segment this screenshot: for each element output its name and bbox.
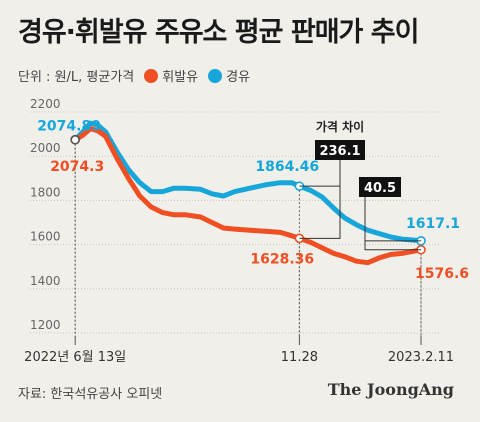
x-tick-label: 2023.2.11 [388, 350, 454, 365]
gap-box [359, 177, 401, 197]
y-axis: 1200 1400 1600 1800 2000 2200 [30, 97, 61, 332]
y-tick-label: 1800 [30, 185, 61, 199]
gap-annotations: 가격 차이 236.1 40.5 [299, 119, 421, 251]
y-tick-label: 2200 [30, 97, 61, 111]
legend-swatch-diesel [208, 68, 223, 83]
value-label: 1628.36 [250, 251, 314, 267]
legend-swatch-gasoline [144, 68, 159, 83]
y-tick-label: 1200 [30, 318, 61, 332]
gap-header: 가격 차이 [316, 119, 364, 134]
series-lines [72, 120, 424, 266]
value-label: 1576.6 [415, 266, 469, 282]
gap-bracket [299, 160, 341, 239]
y-tick-label: 1600 [30, 230, 61, 244]
unit-label: 단위 : 원/L, 평균가격 [18, 70, 135, 85]
source-note: 자료: 한국석유공사 오피넷 [18, 387, 163, 402]
gap-value: 40.5 [364, 181, 396, 196]
value-label: 2074.89 [37, 119, 101, 135]
legend-label-diesel: 경유 [226, 70, 251, 85]
x-tick-label: 2022년 6월 13일 [24, 350, 126, 365]
publisher-logo: The JoongAng [327, 380, 454, 399]
value-label: 1617.1 [406, 216, 460, 232]
y-tick-label: 1400 [30, 274, 61, 288]
gap-value: 236.1 [319, 144, 360, 159]
grid-lines [30, 111, 440, 334]
diesel-line [72, 120, 424, 244]
x-tick-label: 11.28 [281, 350, 318, 365]
chart-title: 경유·휘발유 주유소 평균 판매가 추이 [18, 17, 419, 48]
x-axis: 2022년 6월 13일 11.28 2023.2.11 [24, 336, 454, 365]
gap-guides [74, 139, 422, 337]
legend-label-gasoline: 휘발유 [162, 70, 199, 85]
y-tick-label: 2000 [30, 141, 61, 155]
value-label: 1864.46 [255, 159, 319, 175]
chart-subtitle: 단위 : 원/L, 평균가격 휘발유 경유 [18, 66, 250, 85]
value-labels: 2074.89 2074.3 1864.46 1628.36 1617.1 1576.6 [37, 119, 469, 282]
gasoline-line [72, 126, 424, 266]
data-point-marker [70, 134, 80, 145]
gap-box [315, 140, 365, 160]
value-label: 2074.3 [50, 159, 104, 175]
gap-bracket [364, 197, 421, 251]
